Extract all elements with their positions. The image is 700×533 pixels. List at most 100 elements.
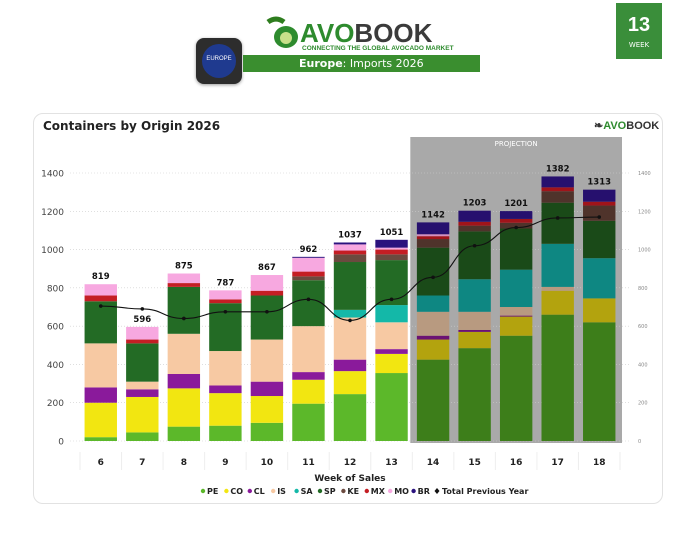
- bar-segment-is: [416, 311, 450, 336]
- bar-segment-co: [458, 331, 491, 349]
- bar-segment-is: [209, 351, 242, 386]
- previous-year-point: [389, 297, 394, 302]
- bar-segment-mo: [126, 326, 159, 340]
- bar-segment-sp: [499, 228, 533, 270]
- legend-marker-is: [271, 488, 276, 494]
- bar-segment-ke: [499, 222, 533, 229]
- y2-tick-label: 200: [638, 401, 648, 407]
- legend-marker-co: [224, 488, 229, 494]
- bar-segment-cl: [126, 389, 159, 397]
- bar-segment-ke: [333, 254, 367, 263]
- bar-segment-mx: [583, 201, 616, 206]
- x-tick-label: 18: [593, 458, 606, 468]
- bar-segment-co: [375, 353, 408, 374]
- previous-year-point: [431, 275, 435, 280]
- x-tick-label: 8: [181, 458, 187, 468]
- previous-year-point: [597, 215, 602, 219]
- bar-segment-br: [416, 222, 450, 235]
- bar-total-label: 1382: [546, 164, 570, 174]
- bar-total-label: 1142: [421, 210, 445, 220]
- avocado-icon: [266, 16, 298, 48]
- bar-segment-cl: [333, 359, 367, 372]
- bar-segment-co: [416, 339, 450, 360]
- bar-segment-pe: [126, 432, 159, 441]
- previous-year-point: [472, 243, 477, 248]
- bar-segment-mo: [84, 284, 117, 296]
- previous-year-point: [348, 318, 352, 323]
- bar-segment-pe: [250, 422, 284, 441]
- brand-tagline: CONNECTING THE GLOBAL AVOCADO MARKET: [302, 45, 454, 52]
- chart-title: Containers by Origin 2026: [43, 119, 221, 133]
- bar-segment-mx: [499, 218, 533, 223]
- week-number: 13: [627, 14, 651, 36]
- bar-segment-pe: [458, 348, 491, 441]
- bar-segment-cl: [416, 335, 450, 340]
- x-tick-label: 12: [344, 458, 357, 468]
- legend-label: CO: [230, 487, 243, 496]
- projection-label: PROJECTION: [495, 140, 538, 148]
- bar-segment-sp: [583, 220, 616, 259]
- bar-segment-ke: [292, 276, 325, 281]
- x-axis-title: Week of Sales: [314, 474, 385, 484]
- bar-segment-pe: [333, 394, 367, 441]
- bar-segment-is: [333, 317, 367, 360]
- legend-label: SA: [301, 487, 314, 496]
- bar-segment-br: [541, 176, 574, 188]
- bar-segment-cl: [84, 387, 117, 403]
- previous-year-point: [182, 316, 186, 321]
- week-label: WEEK: [628, 41, 650, 49]
- bar-total-label: 1051: [380, 228, 404, 238]
- bar-segment-sa: [375, 305, 408, 323]
- previous-year-point: [223, 309, 228, 314]
- legend-label: PE: [207, 487, 218, 496]
- previous-year-point: [265, 309, 269, 314]
- y-tick-label: 800: [47, 284, 64, 294]
- bar-segment-pe: [541, 314, 574, 441]
- bar-segment-ke: [541, 191, 574, 203]
- y-tick-label: 1200: [41, 208, 64, 218]
- y2-tick-label: 1200: [638, 209, 651, 215]
- bar-segment-sp: [84, 301, 117, 344]
- bar-segment-mx: [541, 187, 574, 192]
- bar-segment-mo: [167, 273, 201, 284]
- eu-flag-icon: EUROPE: [202, 44, 236, 78]
- bar-segment-is: [126, 381, 159, 390]
- bar-segment-cl: [458, 329, 491, 332]
- legend-marker-pe: [200, 488, 206, 494]
- bar-total-label: 1037: [338, 230, 362, 240]
- x-tick-label: 17: [551, 458, 564, 468]
- week-badge: 13 WEEK: [616, 3, 662, 59]
- legend-marker-mx: [364, 488, 369, 494]
- bar-segment-br: [292, 256, 325, 258]
- bar-segment-cl: [499, 315, 533, 317]
- brand-name: AVOBOOK: [300, 18, 433, 48]
- x-tick-label: 6: [98, 458, 104, 468]
- legend-marker-sa: [294, 488, 299, 494]
- legend-label: CL: [254, 487, 265, 496]
- chart-logo: ❧AVOBOOK: [594, 120, 660, 132]
- bar-segment-is: [458, 311, 491, 330]
- bar-segment-is: [292, 326, 325, 373]
- y2-tick-label: 1000: [638, 248, 651, 254]
- bar-segment-sa: [583, 258, 616, 299]
- bar-segment-pe: [167, 426, 201, 441]
- bar-segment-pe: [416, 359, 450, 441]
- bar-total-label: 596: [133, 315, 151, 325]
- bar-total-label: 867: [258, 263, 276, 273]
- bar-segment-sa: [499, 269, 533, 307]
- bar-segment-pe: [84, 437, 117, 441]
- bar-segment-mx: [333, 250, 367, 255]
- y2-tick-label: 1400: [638, 171, 651, 177]
- bar-segment-ke: [375, 254, 408, 261]
- bar-total-label: 1313: [587, 178, 611, 188]
- bar-segment-cl: [375, 349, 408, 354]
- bar-segment-sp: [333, 262, 367, 310]
- legend-marker-previous-year: [434, 488, 440, 494]
- y-tick-label: 400: [47, 361, 64, 371]
- region-badge[interactable]: EUROPE: [196, 38, 242, 84]
- bar-segment-is: [375, 322, 408, 350]
- legend-label: KE: [347, 487, 359, 496]
- bar-total-label: 787: [217, 278, 235, 288]
- bar-segment-sp: [250, 295, 284, 340]
